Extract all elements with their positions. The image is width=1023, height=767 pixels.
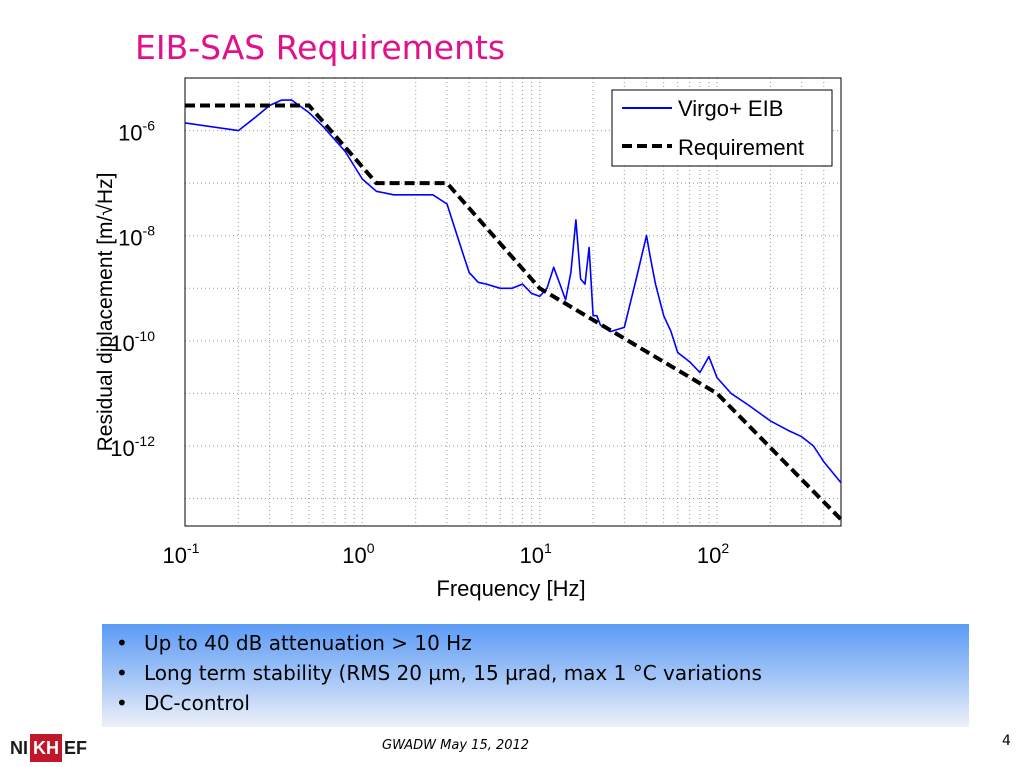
legend-box xyxy=(611,89,833,167)
series-line-virgo-eib xyxy=(184,99,842,484)
y-tick-label: 10-10 xyxy=(110,328,155,356)
series-group xyxy=(184,99,843,521)
axis-ticks: 10-1 100 101 102 10-6 10-8 10-10 10-12 xyxy=(110,118,729,568)
bullet-text: Long term stability (RMS 20 µm, 15 µrad,… xyxy=(144,661,762,685)
bullet-item: • Up to 40 dB attenuation > 10 Hz xyxy=(116,631,472,655)
residual-displacement-chart: 10-1 100 101 102 10-6 10-8 10-10 10-12 Frequenc… xyxy=(94,77,843,601)
slide-title: EIB-SAS Requirements xyxy=(135,28,506,67)
bullet-box: • Up to 40 dB attenuation > 10 Hz • Long t… xyxy=(102,624,969,727)
x-tick-label: 100 xyxy=(342,540,374,568)
bullet-item: • DC-control xyxy=(116,691,250,715)
y-tick-label: 10-12 xyxy=(110,433,155,461)
legend: Virgo+ EIB Requirement xyxy=(611,89,833,167)
y-tick-label: 10-6 xyxy=(118,118,155,146)
x-tick-label: 101 xyxy=(520,540,552,568)
x-tick-label: 10-1 xyxy=(163,540,200,568)
logo-part: EF xyxy=(62,734,90,762)
nikhef-logo: NI KH EF xyxy=(8,734,90,762)
logo-part: NI xyxy=(8,734,30,762)
plot-frame xyxy=(184,77,842,527)
logo-part: KH xyxy=(30,734,62,762)
series-line-requirement xyxy=(185,103,843,521)
bullet-text: Up to 40 dB attenuation > 10 Hz xyxy=(144,631,472,655)
x-tick-label: 102 xyxy=(697,540,729,568)
page-number: 4 xyxy=(1002,733,1011,749)
bullet-item: • Long term stability (RMS 20 µm, 15 µrad… xyxy=(116,661,762,685)
legend-label-requirement: Requirement xyxy=(678,135,804,160)
y-axis-label: Residual diplacement [m/√Hz] xyxy=(94,173,117,452)
x-axis-label: Frequency [Hz] xyxy=(436,576,585,601)
footer-text: GWADW May 15, 2012 xyxy=(382,738,530,753)
bullet-text: DC-control xyxy=(144,691,250,715)
y-tick-label: 10-8 xyxy=(118,223,155,251)
legend-label-virgo: Virgo+ EIB xyxy=(678,96,783,121)
